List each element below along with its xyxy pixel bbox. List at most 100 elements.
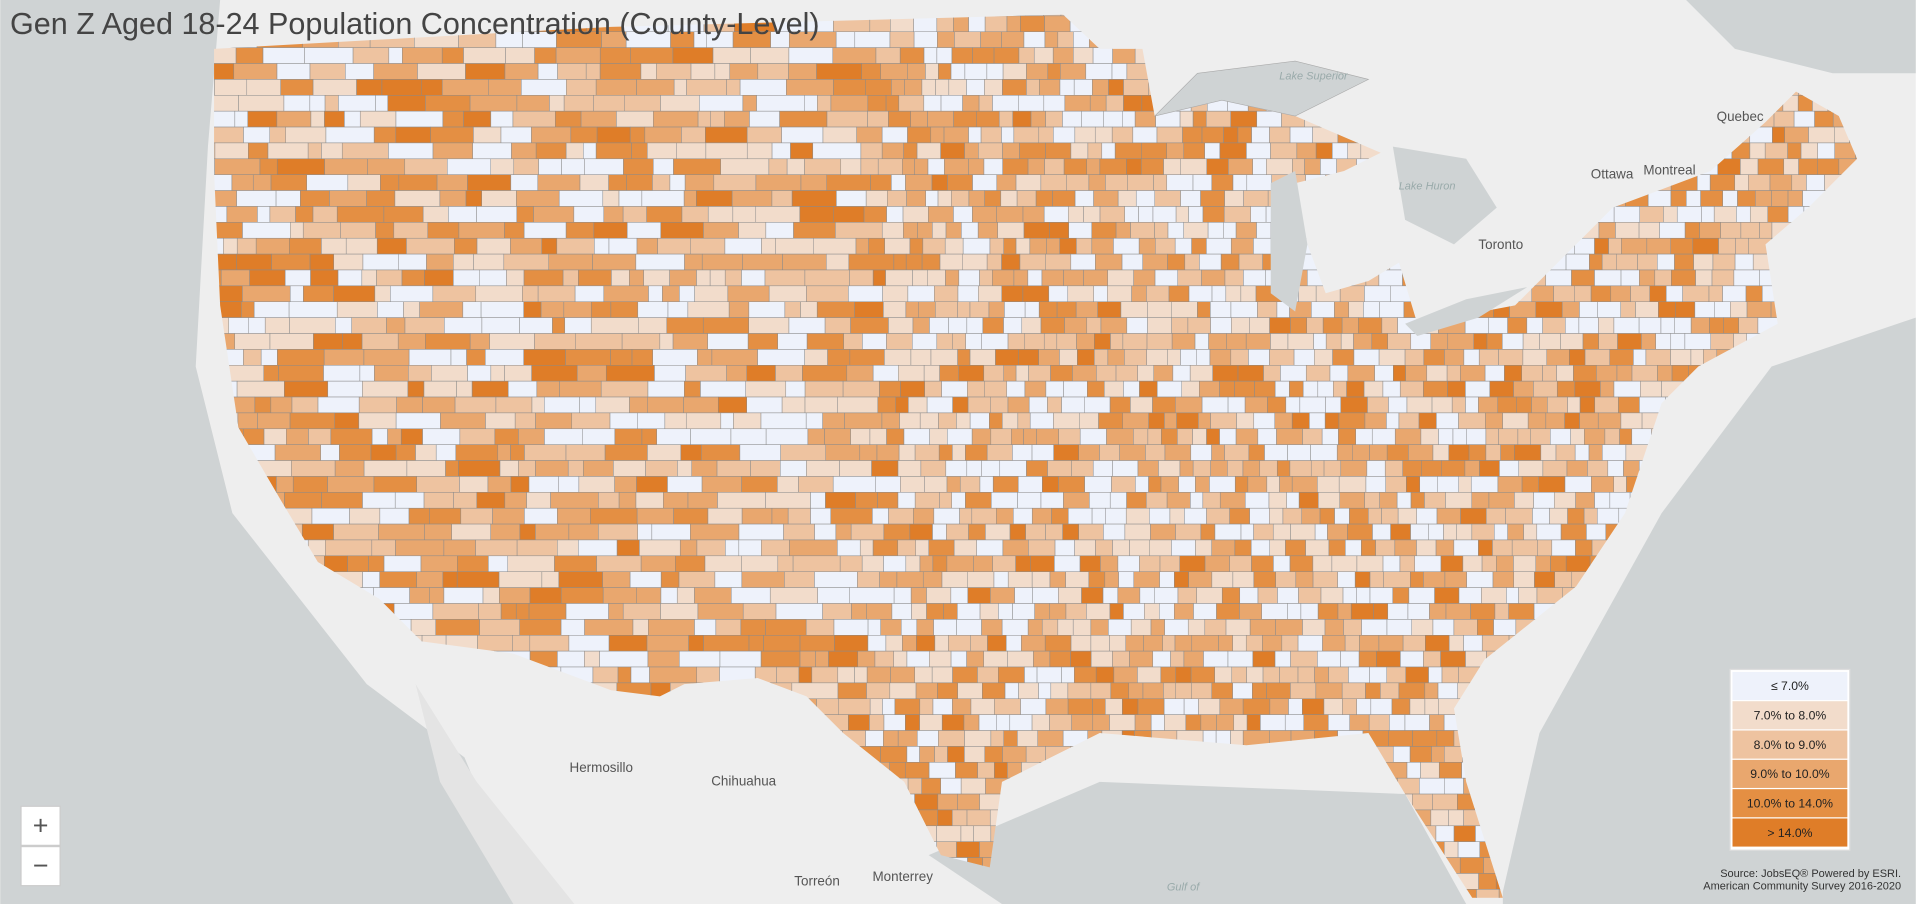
county	[1060, 63, 1087, 80]
county	[567, 460, 584, 477]
county	[473, 126, 502, 144]
county	[630, 47, 674, 64]
zoom-in[interactable]: +	[20, 805, 61, 846]
county	[1031, 444, 1054, 461]
county	[929, 650, 952, 668]
county	[561, 158, 585, 175]
county	[1354, 571, 1371, 588]
county	[1174, 396, 1203, 414]
county	[849, 587, 895, 604]
county	[653, 158, 674, 175]
county	[703, 634, 750, 652]
county	[578, 539, 618, 557]
county	[741, 555, 779, 572]
county	[1139, 587, 1156, 604]
county	[535, 460, 569, 477]
county	[1269, 317, 1291, 334]
county	[1257, 587, 1278, 604]
county	[374, 365, 409, 382]
county	[616, 539, 640, 557]
county	[456, 380, 473, 398]
zoom-in-label[interactable]: +	[33, 810, 49, 840]
county	[916, 142, 941, 160]
county	[1348, 666, 1370, 684]
county	[662, 285, 680, 302]
county	[932, 698, 953, 715]
county	[347, 555, 369, 572]
county	[1494, 523, 1508, 541]
county	[371, 539, 396, 557]
county	[755, 206, 801, 223]
county	[214, 158, 261, 175]
county	[510, 444, 525, 461]
county	[536, 380, 560, 398]
county	[681, 126, 706, 144]
county	[1152, 396, 1176, 414]
county	[373, 63, 418, 80]
county	[235, 47, 264, 64]
county	[804, 380, 844, 398]
county	[576, 365, 607, 382]
county	[687, 301, 730, 318]
county	[1251, 126, 1270, 144]
county	[1347, 365, 1375, 382]
county	[1044, 31, 1059, 48]
county	[1447, 333, 1474, 350]
county	[1062, 523, 1079, 541]
county	[1123, 79, 1149, 96]
county	[1791, 174, 1807, 191]
county	[578, 269, 612, 287]
county	[1620, 412, 1643, 430]
county	[979, 269, 993, 287]
county	[969, 301, 990, 318]
zoom-out-label[interactable]: −	[33, 851, 49, 881]
county	[400, 428, 423, 445]
county	[1409, 746, 1432, 763]
county	[768, 285, 807, 302]
county	[1244, 492, 1270, 509]
county	[1074, 190, 1094, 207]
county	[956, 412, 971, 430]
baja	[415, 684, 575, 904]
county	[1095, 539, 1113, 557]
county	[1655, 333, 1672, 350]
county	[919, 714, 943, 731]
county	[1363, 301, 1380, 318]
county	[1309, 412, 1326, 430]
county	[1410, 571, 1424, 588]
county	[924, 476, 948, 493]
county	[776, 666, 800, 684]
county	[1234, 380, 1255, 398]
county	[1112, 539, 1130, 557]
county	[833, 79, 866, 96]
zoom-out[interactable]: −	[20, 845, 61, 887]
county	[966, 79, 985, 96]
county	[1206, 237, 1232, 255]
county	[1531, 396, 1548, 414]
county	[324, 158, 368, 175]
county	[568, 634, 610, 652]
county	[1115, 222, 1131, 239]
county	[523, 349, 566, 366]
county	[1164, 412, 1177, 430]
county	[912, 269, 928, 287]
county	[425, 95, 471, 112]
county	[785, 380, 806, 398]
county	[1024, 666, 1038, 684]
county	[891, 79, 905, 96]
county	[1099, 444, 1120, 461]
county	[712, 47, 751, 64]
county	[611, 269, 630, 287]
county	[450, 349, 467, 366]
county	[345, 237, 378, 255]
county	[648, 285, 663, 302]
county	[1670, 333, 1686, 350]
county	[848, 285, 883, 302]
county	[964, 746, 986, 763]
county	[1049, 222, 1069, 239]
county	[812, 142, 862, 160]
county	[1026, 63, 1049, 80]
county	[1459, 857, 1484, 874]
county	[717, 396, 747, 414]
county	[531, 396, 545, 414]
